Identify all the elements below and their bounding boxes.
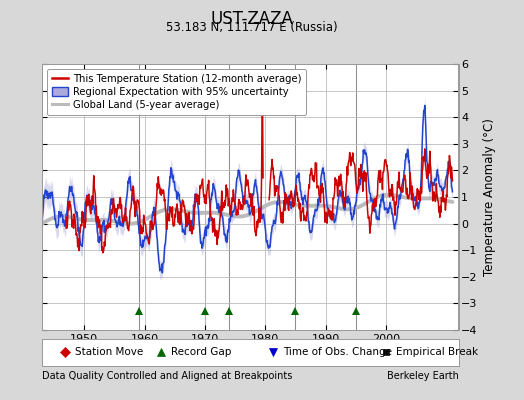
Legend: This Temperature Station (12-month average), Regional Expectation with 95% uncer: This Temperature Station (12-month avera… bbox=[47, 69, 307, 115]
Text: 53.183 N, 111.717 E (Russia): 53.183 N, 111.717 E (Russia) bbox=[166, 21, 337, 34]
Text: Station Move: Station Move bbox=[75, 347, 144, 357]
Text: Time of Obs. Change: Time of Obs. Change bbox=[283, 347, 392, 357]
Text: Berkeley Earth: Berkeley Earth bbox=[387, 371, 458, 381]
Text: UST-ZAZA: UST-ZAZA bbox=[210, 10, 293, 28]
Text: Data Quality Controlled and Aligned at Breakpoints: Data Quality Controlled and Aligned at B… bbox=[42, 371, 292, 381]
Text: Empirical Break: Empirical Break bbox=[396, 347, 478, 357]
Text: Record Gap: Record Gap bbox=[171, 347, 232, 357]
Y-axis label: Temperature Anomaly (°C): Temperature Anomaly (°C) bbox=[483, 118, 496, 276]
